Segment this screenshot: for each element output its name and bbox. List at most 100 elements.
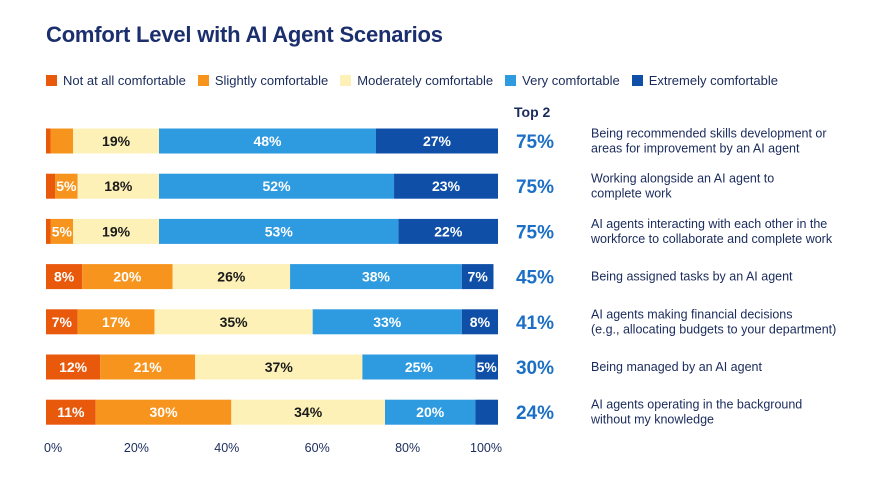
bar-segment (475, 399, 498, 425)
top2-value: 75% (516, 132, 554, 153)
bar-value-label: 11% (57, 404, 85, 420)
legend-swatch (197, 75, 209, 86)
bar-segment (46, 173, 56, 199)
bar-value-label: 7% (52, 314, 73, 330)
legend-label: Not at all comfortable (63, 73, 186, 88)
bar-value-label: 38% (362, 269, 391, 285)
bar-value-label: 5% (56, 178, 77, 194)
x-tick-label: 20% (124, 441, 149, 455)
bar-segment (461, 264, 494, 290)
bar-segment (398, 218, 498, 244)
bar-value-label: 7% (468, 269, 489, 285)
bar-segment (195, 354, 363, 380)
bar-segment (394, 173, 498, 199)
bar-segment (159, 218, 399, 244)
legend-label: Very comfortable (522, 73, 620, 88)
bar-segment (50, 128, 74, 154)
legend-swatch (340, 75, 352, 86)
bar-value-label: 18% (104, 178, 133, 194)
bar-segment (55, 173, 78, 199)
x-tick-label: 100% (470, 441, 502, 455)
top2-value: 41% (516, 313, 554, 334)
bar-segment (46, 354, 101, 380)
bar-value-label: 22% (434, 223, 463, 239)
legend-item-slightly: Slightly comfortable (197, 73, 328, 88)
bar-value-label: 25% (405, 359, 434, 375)
row-category-label: AI agents making financial decisions (591, 307, 793, 321)
bar-segment (73, 218, 159, 244)
bar-value-label: 23% (432, 178, 461, 194)
bar-segment (82, 264, 173, 290)
bar-value-label: 17% (102, 314, 131, 330)
bar-segment (290, 264, 462, 290)
bar-value-label: 26% (217, 269, 246, 285)
row-category-label: AI agents operating in the background (591, 398, 802, 412)
bar-value-label: 5% (477, 359, 498, 375)
x-tick-label: 0% (44, 441, 62, 455)
top2-column-header: Top 2 (514, 104, 551, 120)
top2-value: 30% (516, 358, 554, 379)
bar-segment (159, 173, 395, 199)
bar-value-label: 8% (470, 314, 491, 330)
bar-segment (231, 399, 385, 425)
bar-segment (46, 309, 78, 335)
row-category-label: Being assigned tasks by an AI agent (591, 270, 793, 284)
bar-segment (461, 309, 498, 335)
legend-item-extremely: Extremely comfortable (631, 73, 779, 88)
bar-value-label: 33% (373, 314, 402, 330)
bar-value-label: 20% (416, 404, 445, 420)
top2-value: 75% (516, 222, 554, 243)
bar-segment (46, 264, 83, 290)
bar-value-label: 8% (54, 269, 75, 285)
row-category-label: without my knowledge (590, 413, 714, 427)
x-tick-label: 40% (214, 441, 239, 455)
legend-item-not-at-all: Not at all comfortable (46, 73, 186, 88)
bar-segment (385, 399, 476, 425)
bar-value-label: 20% (113, 269, 142, 285)
bar-segment (73, 128, 159, 154)
bar-segment (154, 309, 313, 335)
bar-segment (77, 309, 155, 335)
bar-value-label: 19% (102, 133, 131, 149)
bar-value-label: 37% (265, 359, 294, 375)
bar-value-label: 5% (52, 223, 73, 239)
row-category-label: Being managed by an AI agent (591, 360, 762, 374)
legend-swatch (46, 75, 57, 86)
bar-value-label: 34% (294, 404, 323, 420)
chart-title: Comfort Level with AI Agent Scenarios (46, 22, 443, 47)
legend-label: Extremely comfortable (648, 73, 779, 88)
legend-item-very: Very comfortable (505, 73, 620, 88)
bar-segment (159, 128, 376, 154)
bar-segment (77, 173, 159, 199)
row-category-label: areas for improvement by an AI agent (591, 142, 800, 156)
bar-segment (475, 354, 498, 380)
bar-value-label: 21% (134, 359, 163, 375)
bar-segment (46, 218, 51, 244)
bar-value-label: 27% (423, 133, 452, 149)
row-category-label: Being recommended skills development or (591, 127, 827, 141)
bar-segment (50, 218, 74, 244)
legend-swatch (631, 75, 643, 86)
legend-swatch (505, 75, 517, 86)
bar-segment (362, 354, 476, 380)
bar-value-label: 53% (265, 223, 294, 239)
x-tick-label: 80% (395, 441, 420, 455)
row-category-label: complete work (591, 187, 672, 201)
bar-segment (375, 128, 498, 154)
top2-value: 24% (516, 403, 554, 424)
bar-segment (172, 264, 291, 290)
legend-item-moderately: Moderately comfortable (340, 73, 493, 88)
bar-value-label: 35% (220, 314, 249, 330)
bar-segment (312, 309, 462, 335)
top2-value: 45% (516, 268, 554, 289)
chart-legend: Not at all comfortable Slightly comforta… (46, 73, 790, 88)
bar-segment (100, 354, 196, 380)
row-category-label: (e.g., allocating budgets to your depart… (591, 322, 836, 336)
x-tick-label: 60% (305, 441, 330, 455)
bar-value-label: 52% (263, 178, 292, 194)
bar-segment (95, 399, 232, 425)
bar-value-label: 30% (150, 404, 179, 420)
top2-value: 75% (516, 177, 554, 198)
bar-value-label: 12% (59, 359, 88, 375)
